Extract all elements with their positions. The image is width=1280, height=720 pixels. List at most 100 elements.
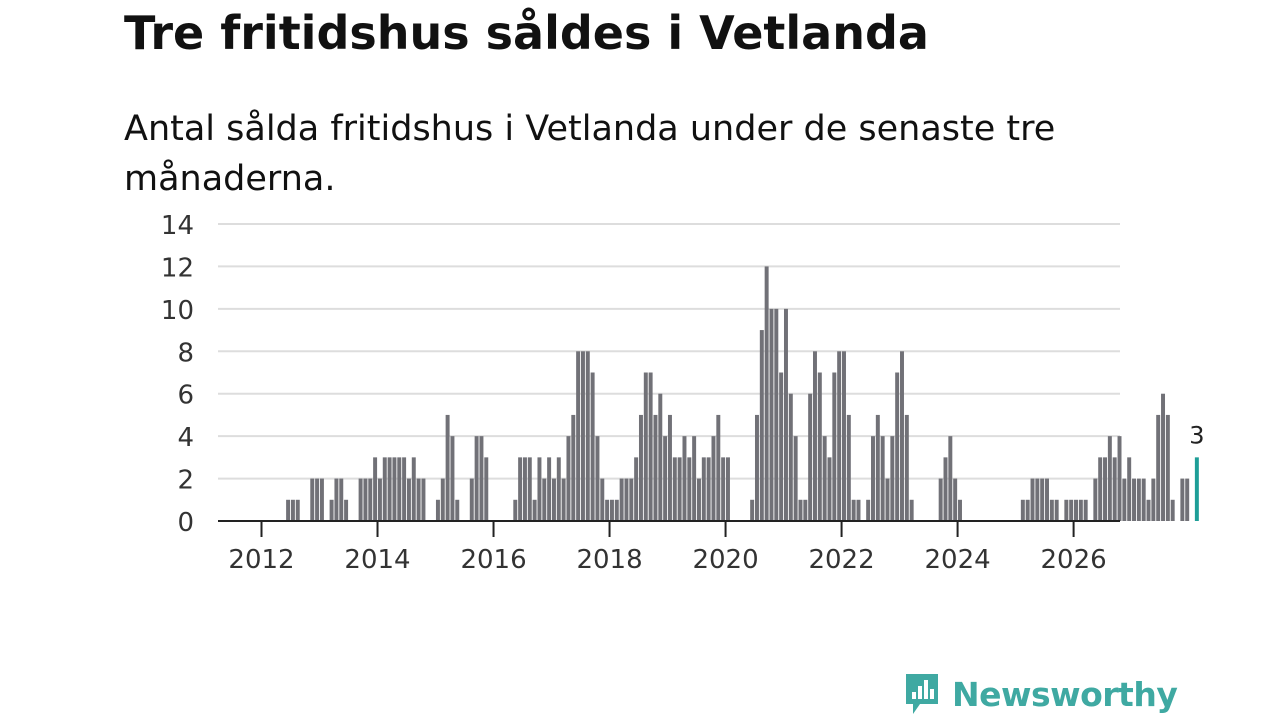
bar [571,414,576,521]
bar [890,436,895,521]
bar [358,478,363,521]
bar [1112,457,1117,521]
bar [759,330,764,521]
bar [315,478,320,521]
bar [286,499,291,521]
bar [692,436,697,521]
bar [866,499,871,521]
x-tick-label: 2022 [808,545,874,575]
highlight-value-label: 3 [1189,421,1204,449]
bar [1180,478,1185,521]
bar [754,414,759,521]
bar [1122,478,1127,521]
bar [779,372,784,521]
bar [1161,393,1166,521]
x-axis-labels: 2012 2014 2016 2018 2020 2022 2024 2026 [228,545,1106,575]
bar [1117,436,1122,521]
bar [1035,478,1040,521]
bar [556,457,561,521]
bar [624,478,629,521]
bar [798,499,803,521]
bars [286,266,1199,521]
chart-title: Tre fritidshus såldes i Vetlanda [124,6,929,60]
bar [667,414,672,521]
bar [542,478,547,521]
bar [368,478,373,521]
y-tick-label: 2 [177,466,194,496]
y-tick-label: 6 [177,381,194,411]
bar [682,436,687,521]
bar [363,478,368,521]
bar [435,499,440,521]
bar [672,457,677,521]
bar [677,457,682,521]
bar [1132,478,1137,521]
bar [614,499,619,521]
bar [1045,478,1049,521]
bar [590,372,595,521]
bar [561,478,566,521]
x-tick-label: 2012 [228,545,294,575]
bar [716,414,721,521]
bar [1078,499,1083,521]
bar [421,478,426,521]
bar [339,478,344,521]
newsworthy-logo: Newsworthy [902,670,1178,718]
bar [1185,478,1190,521]
bar [527,457,532,521]
bar [580,351,585,521]
highlight-bar [1194,457,1199,521]
bar [479,436,484,521]
bar [532,499,537,521]
bar [1103,457,1107,521]
bar [1170,499,1175,521]
bar [938,478,943,521]
x-tick-label: 2018 [576,545,642,575]
bar [1064,499,1069,521]
bar [1020,499,1025,521]
bar [377,478,382,521]
bar [711,436,716,521]
bar [334,478,339,521]
bar [469,478,474,521]
y-tick-label: 0 [177,508,194,538]
bar [629,478,634,521]
bar [900,351,904,521]
x-tick-label: 2014 [344,545,410,575]
bar [832,372,837,521]
bar [653,414,658,521]
bar [769,308,774,521]
bar [392,457,397,521]
bar [1030,478,1035,521]
x-tick-label: 2020 [692,545,758,575]
bar [788,393,793,521]
x-axis-ticks [260,521,1075,537]
y-axis-labels: 0 2 4 6 8 10 12 14 [161,211,194,538]
bar [721,457,726,521]
bar [958,499,962,521]
bar [803,499,808,521]
bar [856,499,861,521]
bar [600,478,605,521]
y-tick-label: 14 [161,211,194,241]
bar [402,457,407,521]
bar [842,351,846,521]
bar [822,436,827,521]
bar [638,414,643,521]
bar [846,414,851,521]
bar [373,457,378,521]
bar [1093,478,1098,521]
bar [1054,499,1059,521]
bar [416,478,421,521]
bar [1127,457,1132,521]
bar [943,457,948,521]
bar [585,351,590,521]
bar [319,478,324,521]
bar [329,499,334,521]
bar [663,436,668,521]
y-tick-label: 4 [177,423,194,453]
bar [1107,436,1112,521]
bar [725,457,730,521]
bar [1156,414,1161,521]
bar [397,457,402,521]
